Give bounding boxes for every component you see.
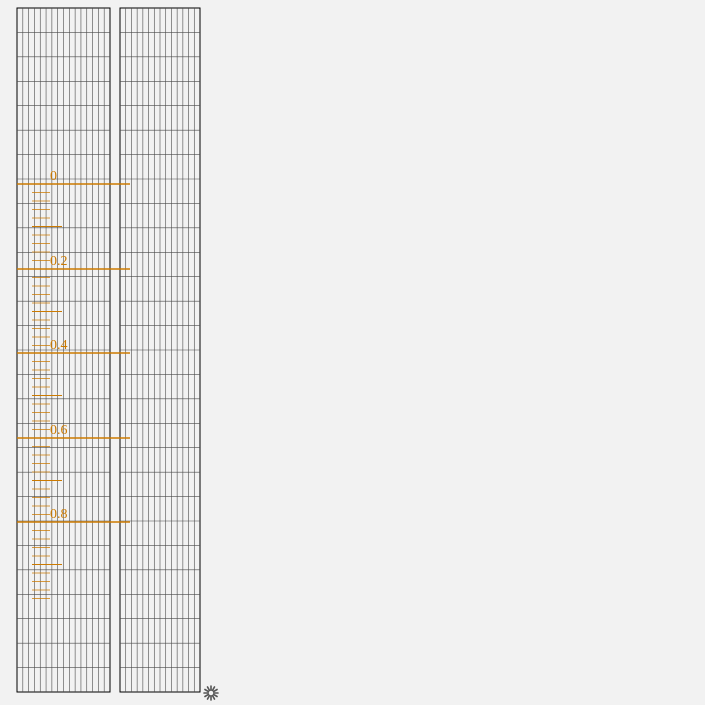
scale-label: 0 (50, 169, 57, 184)
scale-label: 0.2 (50, 254, 68, 269)
scale-label: 0.4 (50, 338, 68, 353)
scale-label: 0.8 (50, 507, 68, 522)
chart-svg: 0 0.2 0.4 0.6 0.8 (0, 0, 705, 705)
chart-stage: 0 0.2 0.4 0.6 0.8 (0, 0, 705, 705)
scale-label: 0.6 (50, 423, 68, 438)
